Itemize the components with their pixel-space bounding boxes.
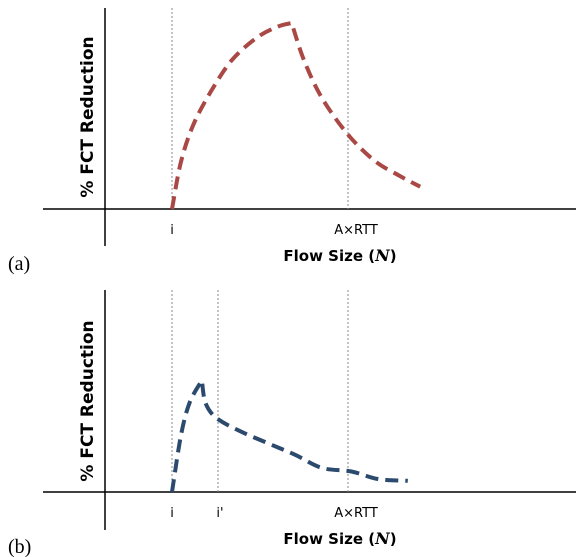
tick-label-i-b: i [170, 506, 174, 521]
y-axis-label-b: % FCT Reduction [78, 320, 98, 481]
x-axis-label-a: Flow Size (N) [283, 246, 396, 265]
tick-label-i-a: i [170, 223, 174, 238]
tick-label-iprime-b: i' [216, 506, 223, 521]
series-line-a [170, 20, 422, 210]
tick-label-axrtt-a: A×RTT [334, 223, 378, 238]
x-axis-label-b: Flow Size (N) [283, 529, 396, 548]
panel-label-b: (b) [8, 536, 31, 557]
y-axis-label-a: % FCT Reduction [78, 36, 98, 197]
chart-panel-b: % FCT Reduction i i' A×RTT Flow Size (N)… [8, 290, 576, 557]
series-line-b [170, 374, 408, 493]
tick-label-axrtt-b: A×RTT [334, 506, 378, 521]
panel-label-a: (a) [8, 253, 30, 275]
chart-panel-a: % FCT Reduction i A×RTT Flow Size (N) (a… [8, 8, 576, 275]
